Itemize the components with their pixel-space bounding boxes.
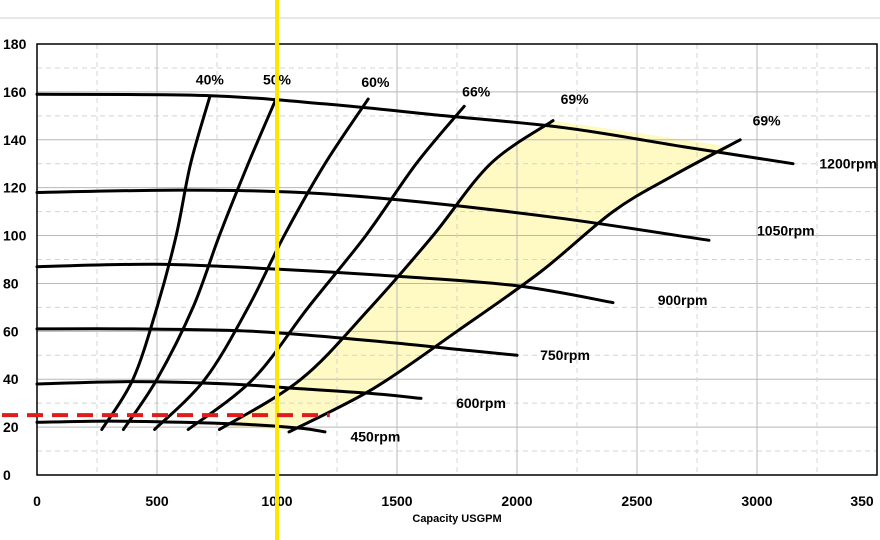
curve-label: 40% <box>196 72 225 88</box>
reference-lines-layer <box>2 0 330 540</box>
x-tick-label: 3000 <box>741 493 772 509</box>
x-tick-label: 0 <box>33 493 41 509</box>
curve-label: 750rpm <box>540 347 590 363</box>
curve-label: 69% <box>753 112 782 128</box>
speed-curve-450rpm <box>35 419 327 434</box>
x-tick-label: 2500 <box>621 493 652 509</box>
y-tick-label: 80 <box>3 275 19 291</box>
x-tick-label: 350 <box>850 493 874 509</box>
curve-label: 1200rpm <box>819 156 877 172</box>
curve-label: 600rpm <box>456 395 506 411</box>
efficiency-curve-3 <box>153 97 370 431</box>
curves-layer <box>35 92 795 434</box>
curve-label: 450rpm <box>350 428 400 444</box>
curve-label: 69% <box>561 91 590 107</box>
y-tick-label: 40 <box>3 371 19 387</box>
x-tick-label: 500 <box>145 493 169 509</box>
efficiency-region <box>229 120 733 430</box>
efficiency-curve-5 <box>217 119 555 431</box>
curve-label: 1050rpm <box>757 223 815 239</box>
speed-curve-1050rpm <box>35 188 711 242</box>
speed-curve-750rpm <box>35 327 519 357</box>
y-tick-label: 100 <box>3 228 27 244</box>
speed-curve-600rpm <box>35 380 423 400</box>
y-tick-label: 160 <box>3 84 27 100</box>
y-tick-label: 140 <box>3 132 27 148</box>
curve-label: 900rpm <box>658 292 708 308</box>
y-tick-label: 20 <box>3 419 19 435</box>
curve-label: 66% <box>462 84 491 100</box>
efficiency-curve-4 <box>186 104 466 431</box>
x-axis-title: Capacity USGPM <box>412 513 501 525</box>
efficiency-curve-6 <box>287 138 742 434</box>
y-tick-label: 0 <box>3 467 11 483</box>
x-tick-label: 2000 <box>501 493 532 509</box>
efficiency-curve-1 <box>100 95 212 431</box>
annotations-layer: 40%50%60%66%69%69%1200rpm1050rpm900rpm75… <box>196 72 877 445</box>
tick-labels-layer: 0204060801001201401601800500100015002000… <box>3 36 874 509</box>
speed-curve-1200rpm <box>35 92 795 166</box>
plot-frame-layer <box>36 43 878 476</box>
curve-label: 60% <box>361 74 390 90</box>
efficiency-curve-2 <box>121 95 279 431</box>
y-tick-label: 180 <box>3 36 27 52</box>
y-tick-label: 120 <box>3 180 27 196</box>
plot-frame <box>36 43 878 476</box>
highlight-region-layer <box>229 120 733 430</box>
x-tick-label: 1500 <box>381 493 412 509</box>
y-tick-label: 60 <box>3 323 19 339</box>
